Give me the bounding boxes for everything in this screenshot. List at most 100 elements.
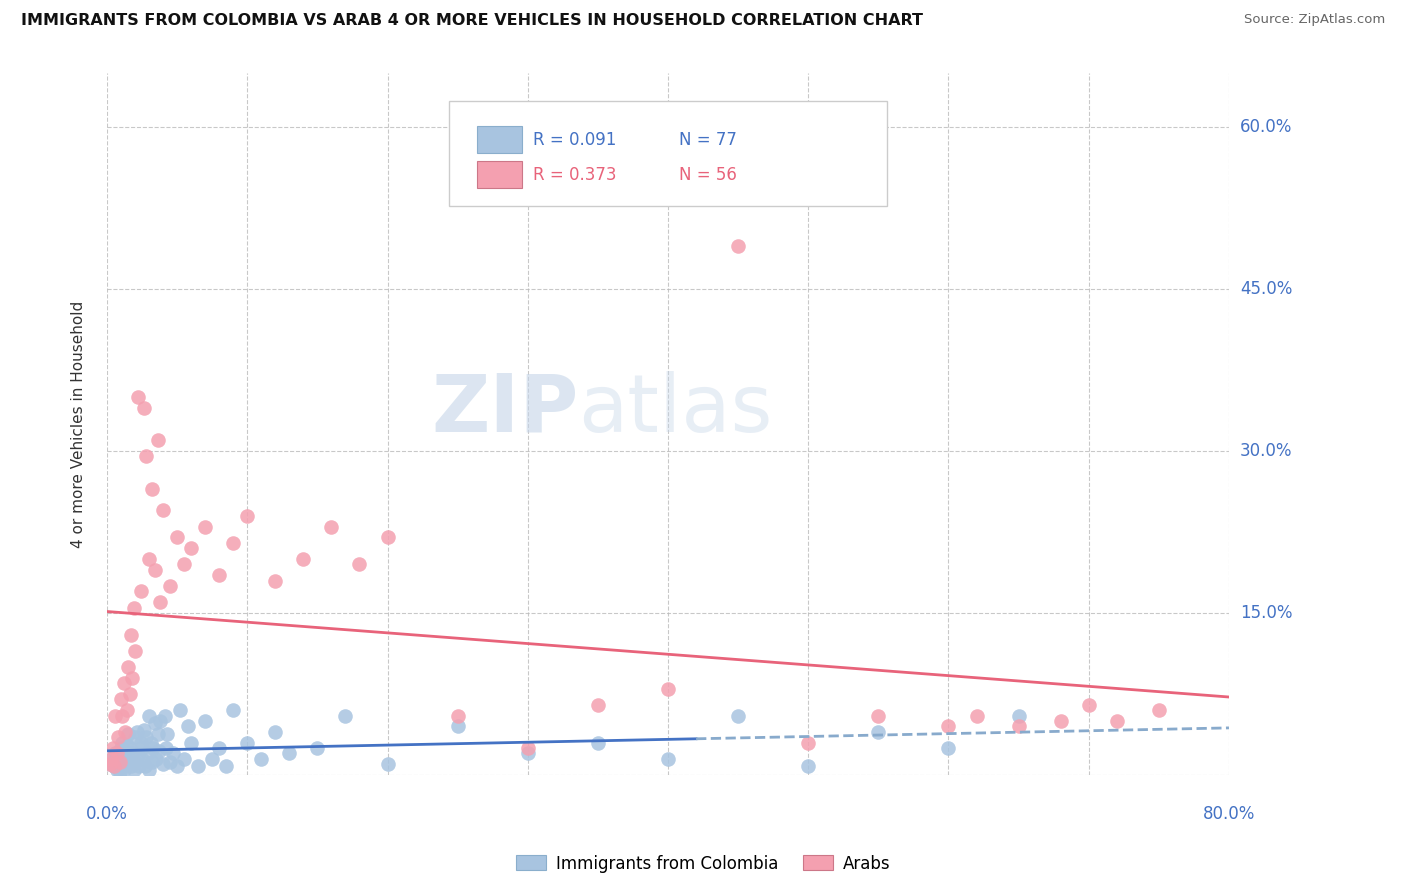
Point — [177, 719, 200, 733]
Text: R = 0.091: R = 0.091 — [533, 130, 617, 149]
Point — [145, 752, 167, 766]
Point — [117, 660, 139, 674]
Point — [155, 740, 177, 755]
Point — [139, 735, 162, 749]
Point — [142, 740, 165, 755]
Point — [797, 735, 820, 749]
Point — [146, 727, 169, 741]
Point — [236, 735, 259, 749]
Point — [152, 503, 174, 517]
Text: R = 0.373: R = 0.373 — [533, 166, 617, 184]
Point — [159, 755, 181, 769]
Point — [103, 759, 125, 773]
Point — [118, 740, 141, 755]
Point — [321, 519, 343, 533]
Point — [194, 519, 217, 533]
Point — [138, 552, 160, 566]
Point — [112, 676, 135, 690]
Point — [180, 735, 202, 749]
Point — [104, 747, 127, 761]
Point — [125, 724, 148, 739]
Point — [112, 744, 135, 758]
Point — [166, 530, 188, 544]
Point — [159, 579, 181, 593]
Point — [377, 757, 399, 772]
Point — [104, 708, 127, 723]
Point — [105, 763, 128, 777]
Point — [657, 752, 679, 766]
Text: Source: ZipAtlas.com: Source: ZipAtlas.com — [1244, 13, 1385, 27]
Text: 80.0%: 80.0% — [1202, 805, 1256, 823]
Point — [134, 759, 156, 773]
Point — [101, 740, 124, 755]
Text: 0.0%: 0.0% — [86, 805, 128, 823]
Legend: Immigrants from Colombia, Arabs: Immigrants from Colombia, Arabs — [509, 848, 897, 880]
Point — [166, 759, 188, 773]
Point — [111, 735, 134, 749]
Point — [966, 708, 988, 723]
Point — [129, 584, 152, 599]
Text: IMMIGRANTS FROM COLOMBIA VS ARAB 4 OR MORE VEHICLES IN HOUSEHOLD CORRELATION CHA: IMMIGRANTS FROM COLOMBIA VS ARAB 4 OR MO… — [21, 13, 924, 29]
Text: N = 77: N = 77 — [679, 130, 737, 149]
Point — [516, 740, 538, 755]
FancyBboxPatch shape — [477, 127, 522, 153]
Point — [132, 401, 155, 415]
FancyBboxPatch shape — [477, 161, 522, 188]
Point — [215, 759, 238, 773]
Point — [110, 692, 132, 706]
Point — [121, 747, 143, 761]
Point — [208, 740, 231, 755]
Point — [149, 714, 172, 728]
Point — [121, 671, 143, 685]
Point — [1007, 708, 1029, 723]
Point — [264, 724, 287, 739]
Point — [124, 755, 146, 769]
Point — [110, 740, 132, 755]
Point — [146, 433, 169, 447]
Point — [222, 535, 245, 549]
Point — [111, 708, 134, 723]
Point — [349, 558, 371, 572]
Point — [727, 708, 749, 723]
Point — [586, 735, 609, 749]
Point — [169, 703, 191, 717]
Point — [222, 703, 245, 717]
Point — [114, 752, 136, 766]
Point — [377, 530, 399, 544]
Point — [1147, 703, 1170, 717]
Point — [173, 752, 195, 766]
Point — [120, 627, 142, 641]
Point — [98, 757, 121, 772]
Point — [657, 681, 679, 696]
Point — [727, 239, 749, 253]
Point — [107, 730, 129, 744]
Point — [127, 748, 149, 763]
Point — [250, 752, 273, 766]
Text: N = 56: N = 56 — [679, 166, 737, 184]
Point — [117, 727, 139, 741]
Point — [938, 740, 960, 755]
Text: 30.0%: 30.0% — [1240, 442, 1292, 460]
Point — [105, 747, 128, 761]
Point — [201, 752, 224, 766]
Point — [162, 747, 184, 761]
Point — [131, 740, 153, 755]
Point — [101, 755, 124, 769]
Point — [307, 740, 329, 755]
Point — [868, 724, 890, 739]
Point — [447, 708, 470, 723]
Point — [1007, 719, 1029, 733]
Point — [586, 698, 609, 712]
Point — [129, 735, 152, 749]
Text: 45.0%: 45.0% — [1240, 280, 1292, 298]
Text: 60.0%: 60.0% — [1240, 118, 1292, 136]
Point — [127, 390, 149, 404]
Point — [149, 595, 172, 609]
Point — [100, 752, 122, 766]
FancyBboxPatch shape — [450, 101, 887, 206]
Point — [141, 755, 163, 769]
Point — [187, 759, 209, 773]
Point — [100, 752, 122, 766]
Point — [278, 747, 301, 761]
Point — [112, 763, 135, 777]
